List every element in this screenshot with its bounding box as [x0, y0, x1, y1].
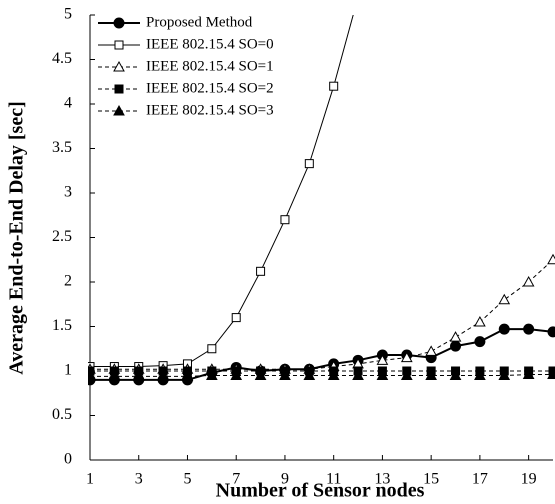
x-tick-label: 17 [472, 471, 488, 488]
marker [113, 104, 125, 116]
y-tick-label: 4.5 [52, 50, 72, 67]
marker [400, 369, 413, 380]
legend-label: IEEE 802.15.4 SO=2 [146, 80, 274, 96]
marker [522, 368, 535, 380]
marker [132, 370, 145, 381]
marker [449, 369, 462, 380]
marker [205, 369, 218, 380]
x-tick-label: 15 [423, 471, 439, 488]
y-axis-title: Average End-to-End Delay [sec] [6, 101, 28, 374]
legend-label: IEEE 802.15.4 SO=0 [146, 36, 274, 52]
marker [376, 369, 389, 380]
marker [304, 159, 314, 169]
y-tick-label: 0 [64, 451, 72, 468]
marker [108, 370, 121, 381]
marker [449, 331, 462, 342]
x-tick-label: 9 [281, 471, 289, 488]
plot-area [88, 0, 555, 386]
x-tick-label: 19 [521, 471, 537, 488]
x-tick-label: 13 [374, 471, 390, 488]
x-tick-label: 3 [135, 471, 143, 488]
marker [157, 370, 169, 381]
marker [181, 370, 194, 381]
marker [352, 369, 364, 380]
marker [113, 60, 125, 72]
marker [498, 293, 511, 305]
marker [280, 215, 290, 225]
marker [230, 369, 243, 380]
marker [88, 370, 96, 381]
marker [450, 340, 462, 352]
marker [498, 323, 510, 335]
marker [254, 369, 267, 380]
y-tick-label: 5 [64, 6, 72, 23]
x-tick-label: 1 [86, 471, 94, 488]
marker [329, 81, 339, 91]
marker [547, 326, 555, 338]
series-line [90, 259, 554, 370]
marker [474, 316, 486, 327]
marker [231, 313, 241, 323]
marker [425, 369, 438, 380]
marker [522, 275, 535, 287]
y-tick-label: 1 [64, 362, 72, 379]
marker [279, 369, 291, 380]
marker [256, 266, 266, 276]
marker [400, 351, 413, 363]
marker [523, 323, 535, 335]
marker [547, 368, 555, 380]
x-axis-title: Number of Sensor nodes [216, 480, 425, 502]
y-tick-label: 3.5 [52, 139, 72, 156]
y-tick-label: 2.5 [52, 228, 72, 245]
marker [303, 369, 316, 380]
x-tick-label: 5 [183, 471, 191, 488]
marker [354, 0, 362, 1]
y-tick-label: 1.5 [52, 317, 72, 334]
y-tick-label: 2 [64, 273, 72, 290]
marker [327, 369, 340, 380]
marker [498, 369, 511, 380]
x-tick-label: 7 [232, 471, 240, 488]
legend-label: IEEE 802.15.4 SO=1 [146, 58, 274, 74]
series-line [90, 15, 354, 368]
marker [474, 369, 486, 380]
y-tick-label: 3 [64, 184, 72, 201]
y-tick-label: 4 [64, 95, 72, 112]
marker [114, 84, 124, 94]
marker [114, 40, 124, 50]
y-tick-label: 0.5 [52, 406, 72, 423]
legend-label: Proposed Method [146, 14, 253, 30]
marker [547, 253, 555, 265]
marker [474, 336, 486, 348]
marker [113, 17, 125, 29]
marker [207, 344, 217, 354]
series-line [90, 374, 553, 377]
marker [376, 354, 389, 365]
marker [425, 345, 438, 356]
x-tick-label: 11 [326, 471, 341, 488]
legend-label: IEEE 802.15.4 SO=3 [146, 102, 274, 118]
